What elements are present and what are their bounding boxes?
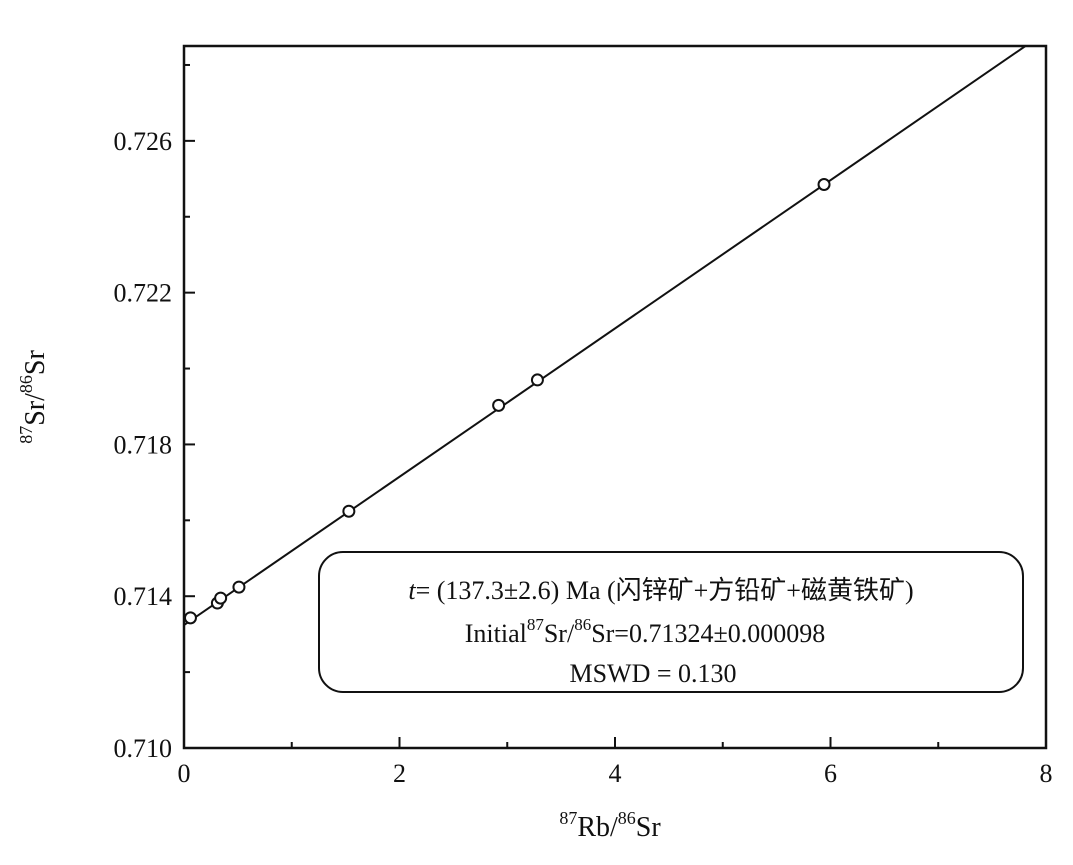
y-tick-label: 0.718	[114, 430, 173, 459]
y-tick-labels: 0.710 0.714 0.718 0.722 0.726	[114, 127, 173, 763]
data-point	[530, 373, 544, 387]
annotation-initial-ratio: Initial87Sr/86Sr=0.71324±0.000098	[465, 615, 826, 648]
x-tick-label: 8	[1040, 759, 1053, 788]
x-tick-labels: 0 2 4 6 8	[178, 759, 1053, 788]
annotation-box: t= (137.3±2.6) Ma (闪锌矿+方铅矿+磁黄铁矿) Initial…	[318, 551, 1024, 693]
y-tick-label: 0.726	[114, 127, 173, 156]
data-points	[183, 178, 831, 625]
plot-frame	[182, 44, 1048, 750]
annotation-frame	[318, 551, 1024, 693]
y-tick-label: 0.714	[114, 582, 173, 611]
y-axis-label: 87Sr/86Sr	[16, 350, 51, 444]
data-point	[232, 580, 246, 594]
isochron-fit-line	[184, 46, 1028, 626]
x-tick-label: 2	[393, 759, 406, 788]
data-point	[492, 398, 506, 412]
x-tick-label: 0	[178, 759, 191, 788]
data-point	[214, 591, 228, 605]
y-tick-label: 0.710	[114, 734, 173, 763]
data-point	[817, 178, 831, 192]
data-point	[183, 611, 197, 625]
y-tick-label: 0.722	[114, 279, 173, 308]
annotation-age: t= (137.3±2.6) Ma (闪锌矿+方铅矿+磁黄铁矿)	[408, 576, 913, 605]
x-tick-label: 4	[609, 759, 622, 788]
x-axis-label: 87Rb/86Sr	[559, 808, 661, 843]
x-tick-label: 6	[824, 759, 837, 788]
data-point	[342, 504, 356, 518]
annotation-mswd: MSWD = 0.130	[569, 659, 736, 688]
